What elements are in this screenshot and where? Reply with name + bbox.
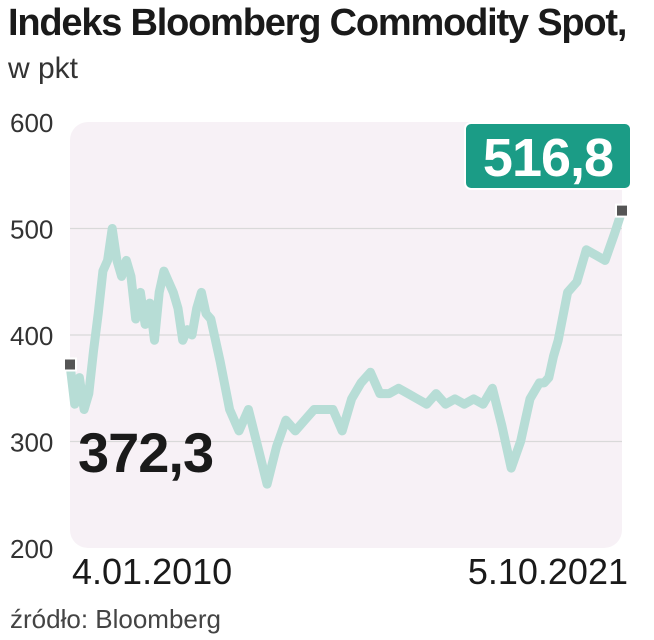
end-value-badge [464,122,632,190]
y-tick-label: 500 [10,215,53,245]
end-point-marker [615,203,629,218]
x-tick-label-start: 4.01.2010 [72,551,232,592]
chart-title: Indeks Bloomberg Commodity Spot, [8,2,627,44]
chart-subtitle: w pkt [8,52,79,85]
y-tick-label: 300 [10,428,53,458]
y-tick-label: 200 [10,534,53,564]
line-chart: 200 300 400 500 600 372,3 516,8 4.01.2010 5.10.2… [10,108,632,592]
series-line [65,206,627,489]
y-tick-label: 400 [10,321,53,351]
y-tick-label: 600 [10,108,53,138]
source-note: źródło: Bloomberg [10,604,221,634]
start-value-label: 372,3 [78,421,213,484]
end-value-label: 516,8 [483,128,613,188]
start-point-marker [63,357,77,372]
x-tick-label-end: 5.10.2021 [468,551,628,592]
